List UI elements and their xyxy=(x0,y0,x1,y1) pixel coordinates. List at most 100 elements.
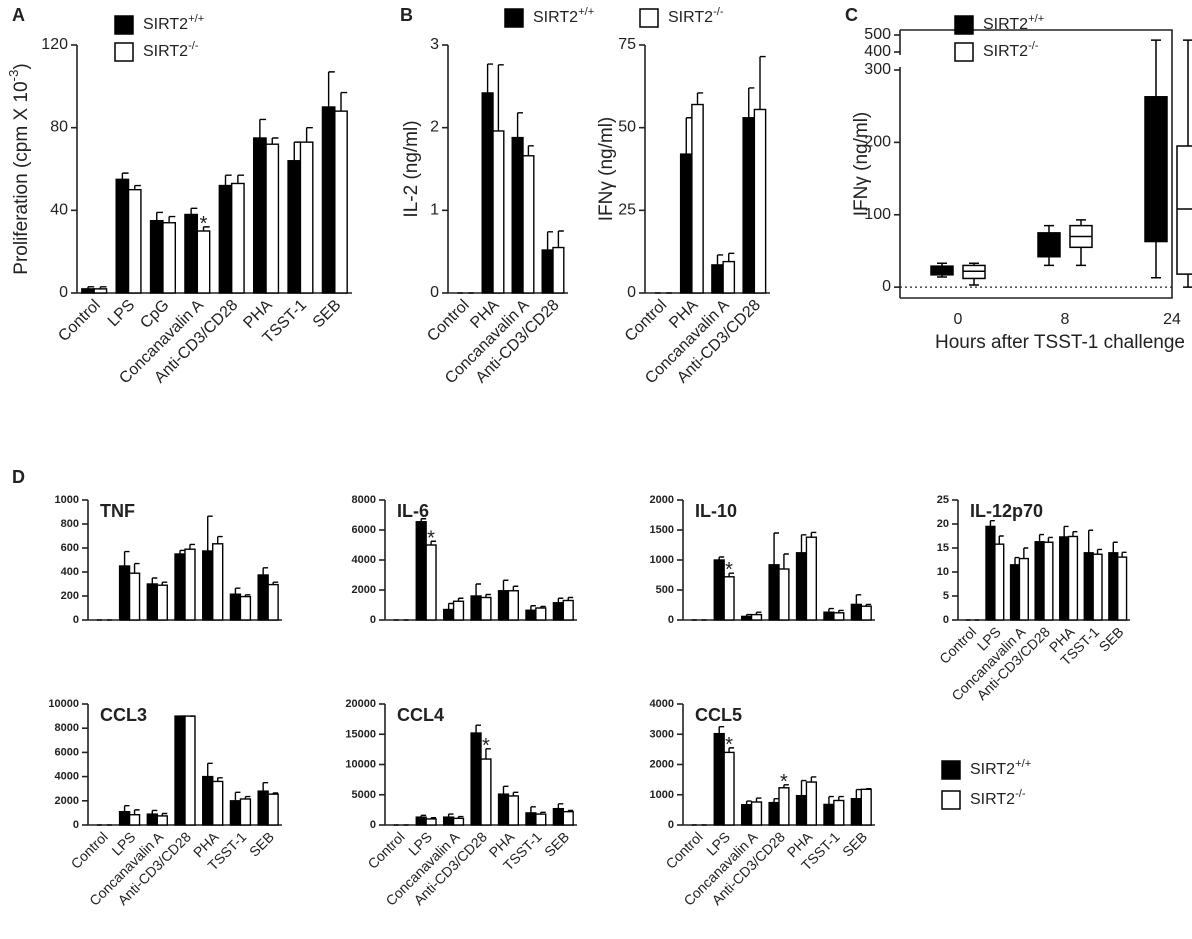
x-axis-label: Hours after TSST-1 challenge xyxy=(935,332,1185,353)
bar xyxy=(442,816,455,826)
error-bar xyxy=(1047,536,1053,543)
error-bar xyxy=(179,549,185,554)
bar xyxy=(507,795,520,826)
bar xyxy=(713,559,725,621)
error-bar xyxy=(1096,548,1102,555)
error-bar xyxy=(207,515,213,551)
y-tick-label: 4000 xyxy=(352,554,376,566)
bar xyxy=(452,600,465,621)
error-bar xyxy=(99,286,107,289)
y-tick-label: 3 xyxy=(430,36,439,53)
error-bar xyxy=(420,518,427,522)
annotation: * xyxy=(482,735,490,757)
error-bar xyxy=(457,597,464,602)
annotation: * xyxy=(725,734,733,756)
y-tick-label: 20 xyxy=(937,518,949,530)
text-part: -/- xyxy=(1028,40,1039,52)
bar xyxy=(229,593,242,621)
text-part: IL-12p70 xyxy=(970,501,1043,521)
bar xyxy=(229,800,242,826)
text-part: IL-2 (ng/ml) xyxy=(401,120,422,217)
y-tick-label: 40 xyxy=(50,202,68,219)
text-part: 10000 xyxy=(345,758,376,770)
y-tick-label: 800 xyxy=(61,518,79,530)
bar xyxy=(994,543,1005,621)
error-bar xyxy=(718,725,725,734)
text-part: 120 xyxy=(41,36,68,53)
text-part: Control xyxy=(622,297,671,346)
y-tick-label: 6000 xyxy=(55,746,79,758)
bar xyxy=(552,807,564,826)
bar xyxy=(174,715,186,826)
text-part: 25 xyxy=(618,202,636,219)
text-part: 8000 xyxy=(352,494,376,506)
bar xyxy=(334,110,348,294)
y-tick-label: 0 xyxy=(59,284,68,301)
error-bar xyxy=(217,535,223,544)
bar xyxy=(1117,556,1128,621)
panel-label: D xyxy=(12,467,25,487)
bar xyxy=(497,793,510,826)
chart-title: CCL4 xyxy=(397,705,444,725)
text-part: 4000 xyxy=(352,554,376,566)
legend-swatch xyxy=(639,8,659,28)
text-part: 300 xyxy=(864,61,891,78)
y-tick-label: 20000 xyxy=(345,698,376,710)
y-tick-label: 1500 xyxy=(650,524,674,536)
text-part: CCL5 xyxy=(695,705,742,725)
x-tick-label: LPS xyxy=(105,297,138,330)
error-bar xyxy=(567,809,574,812)
error-bar xyxy=(133,809,140,815)
bar xyxy=(127,188,142,294)
text-part: Control xyxy=(936,623,979,666)
annotation: * xyxy=(780,771,788,793)
x-tick-label: 8 xyxy=(1061,311,1070,328)
text-part: 2000 xyxy=(55,795,79,807)
bar xyxy=(212,780,224,826)
text-part: 75 xyxy=(618,36,636,53)
bar xyxy=(184,548,196,621)
y-tick-label: 8000 xyxy=(352,494,376,506)
error-bar xyxy=(244,795,251,799)
bar xyxy=(541,249,554,294)
bar xyxy=(196,230,211,294)
y-tick-label: 0 xyxy=(73,819,79,831)
bar xyxy=(202,775,214,826)
bar xyxy=(1083,552,1094,621)
bar xyxy=(425,818,437,826)
bar xyxy=(184,715,196,826)
y-tick-label: 0 xyxy=(73,614,79,626)
error-bar xyxy=(516,112,523,138)
bar xyxy=(267,793,279,826)
text-part: 20 xyxy=(937,518,949,530)
y-tick-label: 0 xyxy=(668,819,674,831)
legend-label: SIRT2+/+ xyxy=(983,13,1044,33)
text-part: 1000 xyxy=(650,554,674,566)
panel-label: C xyxy=(845,5,858,25)
legend-label: SIRT2+/+ xyxy=(143,13,204,33)
error-bar xyxy=(123,550,130,566)
text-part: SIRT2 xyxy=(983,43,1028,60)
y-tick-label: 4000 xyxy=(55,771,79,783)
text-part: 50 xyxy=(618,119,636,136)
error-bar xyxy=(828,607,834,613)
bar xyxy=(525,812,537,826)
bar xyxy=(722,260,736,294)
bar xyxy=(525,609,537,621)
error-bar xyxy=(237,174,245,184)
annotation: * xyxy=(725,559,733,581)
whisker xyxy=(1044,256,1054,267)
bar xyxy=(287,160,302,294)
error-bar xyxy=(512,585,519,591)
bar xyxy=(742,117,756,294)
text-part: 800 xyxy=(61,518,79,530)
y-tick-label: 2000 xyxy=(55,795,79,807)
text-part: 400 xyxy=(864,43,891,60)
text-part: Hours after TSST-1 challenge xyxy=(935,332,1185,353)
error-bar xyxy=(540,811,546,815)
legend-label: SIRT2-/- xyxy=(668,6,724,26)
error-bar xyxy=(123,804,130,812)
text-part: SEB xyxy=(541,828,572,859)
text-part: TNF xyxy=(100,501,135,521)
y-tick-label: 0 xyxy=(370,819,376,831)
